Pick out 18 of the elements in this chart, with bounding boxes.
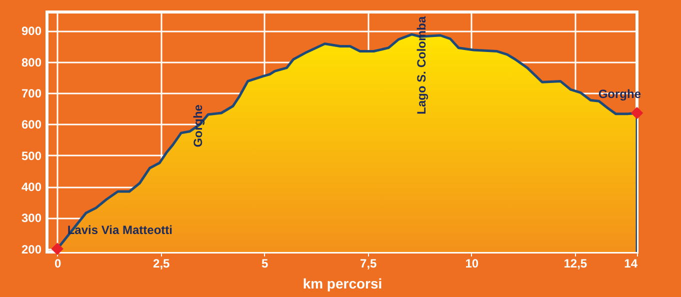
x-tick-label: 2,5	[153, 256, 170, 270]
y-tick-label: 200	[21, 242, 42, 256]
x-tick-label: 0	[54, 256, 62, 270]
annotation: Lago S. Colomba	[414, 16, 429, 114]
y-tick-label: 300	[21, 211, 42, 226]
y-tick-label: 500	[21, 148, 42, 163]
y-tick-label: 900	[21, 24, 42, 38]
y-tick-label: 700	[21, 86, 42, 101]
x-tick-label: 7,5	[360, 256, 378, 270]
x-axis-title: km percorsi	[302, 276, 382, 292]
x-tick-label: 10	[465, 256, 479, 270]
y-tick-label: 600	[21, 118, 42, 132]
y-tick-label: 800	[21, 55, 42, 70]
x-tick-label: 14	[624, 256, 638, 270]
y-tick-label: 400	[21, 180, 42, 194]
x-tick-label: 5	[262, 256, 269, 270]
x-tick-label: 12,5	[564, 256, 588, 270]
annotation: Gorghe	[191, 104, 206, 148]
